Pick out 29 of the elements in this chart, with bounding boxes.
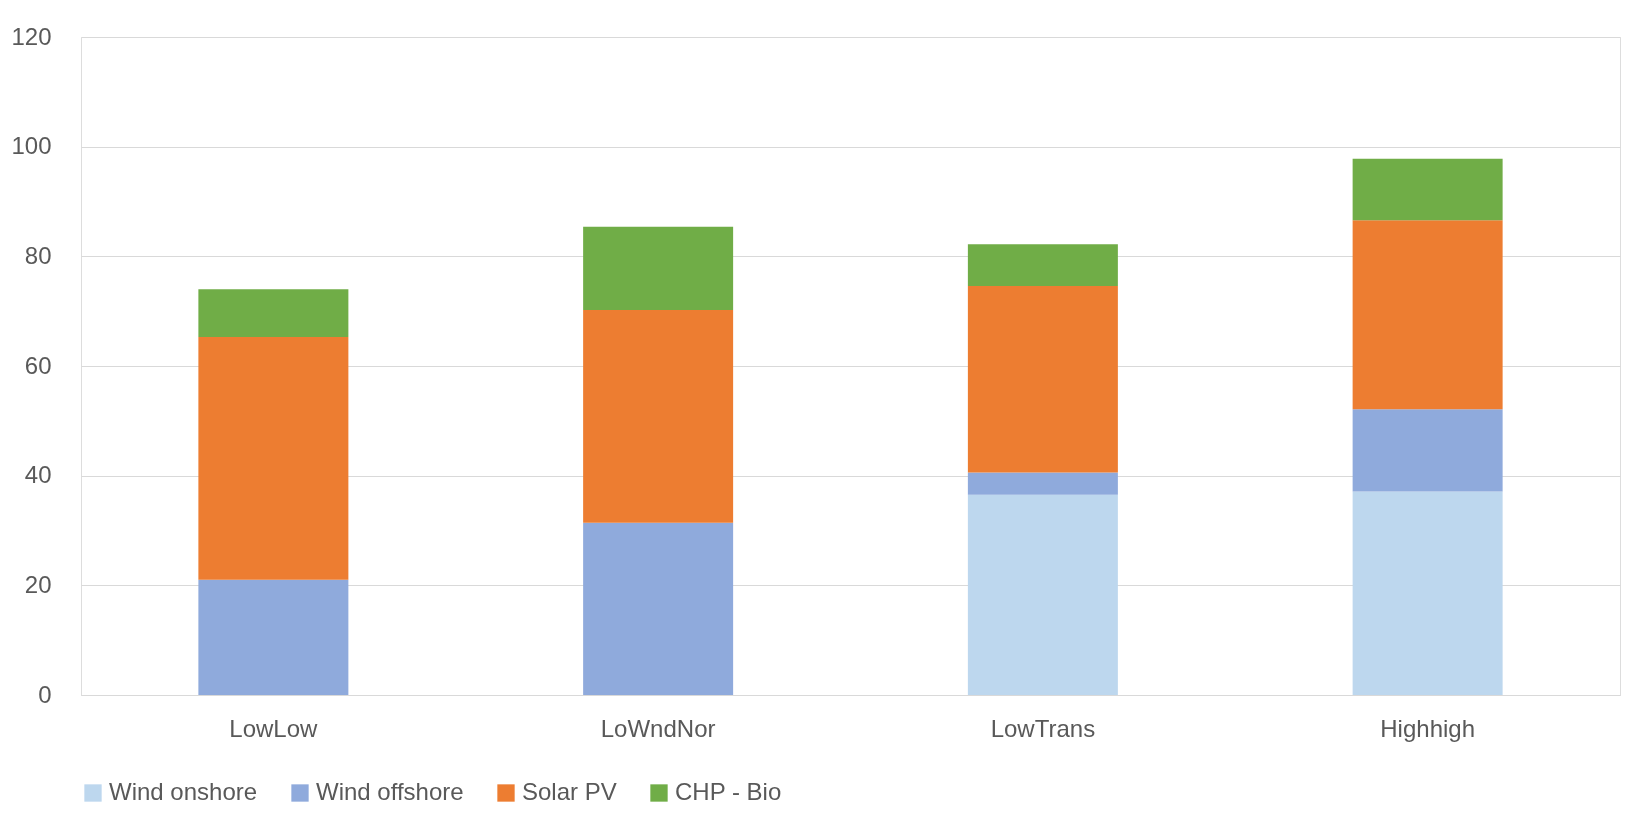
legend-label: Wind onshore (109, 778, 258, 805)
x-tick-label: LowLow (229, 714, 319, 742)
bar (583, 522, 734, 695)
bar (1352, 158, 1503, 221)
bar (583, 310, 734, 523)
x-tick-label: LoWndNor (600, 714, 716, 742)
bar (583, 226, 734, 311)
bar (1352, 409, 1503, 492)
legend-label: Solar PV (522, 778, 617, 805)
y-tick-label: 100 (11, 132, 52, 160)
legend-label: Wind offshore (316, 778, 464, 805)
bar (198, 336, 349, 580)
bar (198, 579, 349, 695)
y-tick-label: 20 (24, 570, 52, 598)
y-tick-label: 0 (38, 680, 52, 708)
bar (1352, 220, 1503, 410)
x-tick-label: LowTrans (990, 714, 1096, 742)
y-tick-label: 80 (24, 241, 52, 269)
bar (967, 494, 1118, 695)
bar (967, 285, 1118, 473)
bar (967, 244, 1118, 286)
legend-label: CHP - Bio (675, 778, 782, 805)
y-tick-label: 40 (24, 461, 52, 489)
x-tick-label: Highhigh (1380, 714, 1475, 742)
y-tick-label: 120 (11, 22, 52, 50)
bar (198, 289, 349, 337)
bar (967, 472, 1118, 495)
bar (1352, 491, 1503, 695)
y-tick-label: 60 (24, 351, 52, 379)
